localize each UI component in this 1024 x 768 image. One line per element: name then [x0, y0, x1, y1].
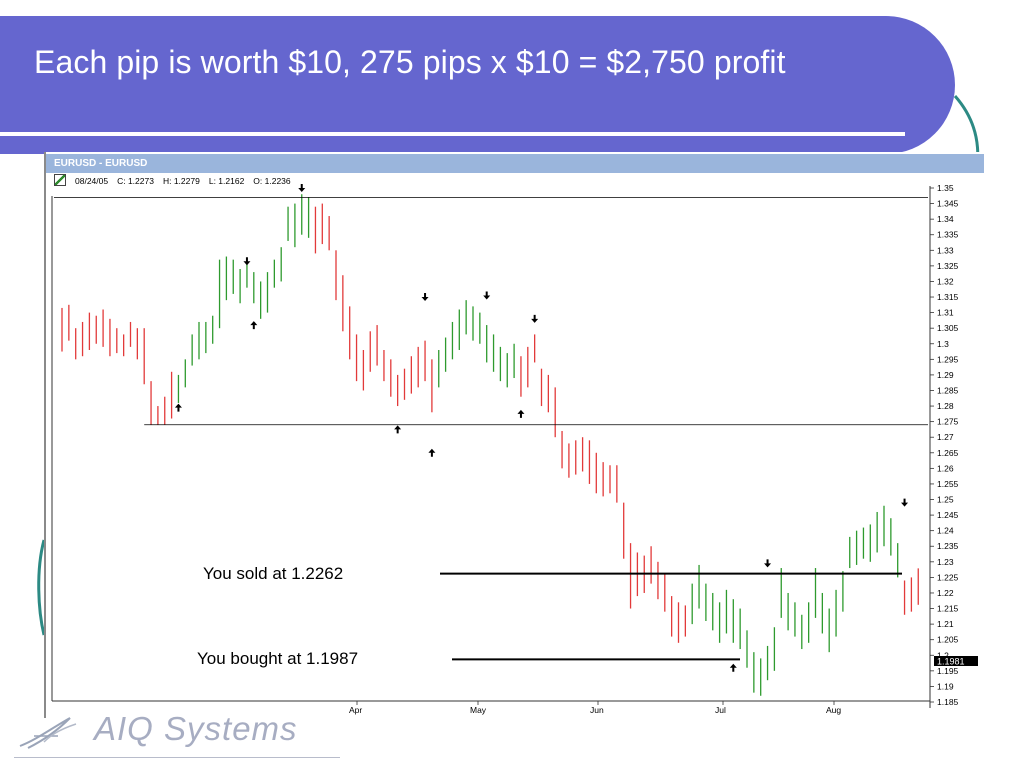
- y-tick-label: 1.245: [937, 510, 959, 520]
- y-tick-label: 1.345: [937, 199, 959, 209]
- y-tick-label: 1.34: [937, 214, 954, 224]
- y-tick-label: 1.35: [937, 183, 954, 193]
- sell-signal-arrow-icon: [483, 291, 491, 300]
- ohlc-low: L: 1.2162: [208, 176, 245, 186]
- x-tick-label: May: [470, 705, 487, 715]
- y-tick-label: 1.235: [937, 541, 959, 551]
- y-tick-label: 1.21: [937, 619, 954, 629]
- y-tick-label: 1.215: [937, 604, 959, 614]
- y-tick-label: 1.24: [937, 526, 954, 536]
- y-tick-label: 1.22: [937, 588, 954, 598]
- current-price-label: 1.1981: [937, 657, 965, 667]
- y-tick-label: 1.185: [937, 697, 959, 707]
- y-tick-label: 1.19: [937, 681, 954, 691]
- chart-window-titlebar[interactable]: EURUSD - EURUSD: [46, 154, 984, 173]
- sell-signal-arrow-icon: [764, 559, 772, 568]
- y-tick-label: 1.25: [937, 495, 954, 505]
- sell-signal-arrow-icon: [531, 314, 539, 323]
- ohlc-readout: 08/24/05 C: 1.2273 H: 1.2279 L: 1.2162 O: 1.…: [54, 174, 300, 187]
- y-tick-label: 1.27: [937, 432, 954, 442]
- y-tick-label: 1.225: [937, 572, 959, 582]
- aiq-logo-text: AIQ Systems: [94, 710, 298, 747]
- aiq-swoosh-icon: [19, 717, 77, 749]
- y-tick-label: 1.26: [937, 463, 954, 473]
- ohlc-close: C: 1.2273: [117, 176, 154, 186]
- y-tick-label: 1.29: [937, 370, 954, 380]
- banner-underline: [0, 132, 905, 136]
- y-tick-label: 1.325: [937, 261, 959, 271]
- y-tick-label: 1.305: [937, 323, 959, 333]
- buy-signal-arrow-icon: [517, 409, 525, 418]
- sell-signal-arrow-icon: [421, 293, 429, 302]
- slide-title: Each pip is worth $10, 275 pips x $10 = …: [34, 44, 786, 80]
- ohlc-date: 08/24/05: [75, 176, 109, 186]
- y-tick-label: 1.195: [937, 666, 959, 676]
- y-tick-label: 1.255: [937, 479, 959, 489]
- x-tick-label: Apr: [349, 705, 362, 715]
- buy-signal-arrow-icon: [729, 663, 737, 672]
- aiq-logo: AIQ Systems: [14, 706, 344, 762]
- buy-signal-arrow-icon: [428, 448, 436, 457]
- sold-annotation: You sold at 1.2262: [203, 564, 344, 583]
- x-tick-label: Aug: [826, 705, 841, 715]
- y-tick-label: 1.33: [937, 245, 954, 255]
- y-tick-label: 1.32: [937, 276, 954, 286]
- y-tick-label: 1.23: [937, 557, 954, 567]
- y-tick-label: 1.3: [937, 339, 949, 349]
- y-tick-label: 1.31: [937, 308, 954, 318]
- sell-signal-arrow-icon: [298, 184, 306, 192]
- x-tick-label: Jul: [715, 705, 726, 715]
- y-tick-label: 1.335: [937, 230, 959, 240]
- y-tick-label: 1.285: [937, 385, 959, 395]
- y-tick-label: 1.205: [937, 635, 959, 645]
- sell-signal-arrow-icon: [901, 498, 909, 507]
- chart-window-title: EURUSD - EURUSD: [54, 158, 148, 169]
- x-tick-label: Jun: [590, 705, 604, 715]
- bought-annotation: You bought at 1.1987: [197, 649, 359, 668]
- ohlc-high: H: 1.2279: [162, 176, 200, 186]
- chart-type-icon[interactable]: [54, 174, 66, 186]
- sell-signal-arrow-icon: [243, 257, 251, 266]
- logo-underline: [14, 757, 340, 758]
- y-tick-label: 1.2: [937, 650, 949, 660]
- buy-signal-arrow-icon: [250, 321, 258, 330]
- ohlc-open: O: 1.2236: [253, 176, 291, 186]
- title-banner: [0, 16, 955, 154]
- y-tick-label: 1.265: [937, 448, 959, 458]
- buy-signal-arrow-icon: [394, 425, 402, 434]
- y-tick-label: 1.28: [937, 401, 954, 411]
- chart-window: EURUSD - EURUSD 08/24/05 C: 1.2273 H: 1.22…: [44, 152, 984, 718]
- y-tick-label: 1.275: [937, 417, 959, 427]
- y-tick-label: 1.315: [937, 292, 959, 302]
- current-price-box: [934, 656, 978, 666]
- buy-signal-arrow-icon: [174, 403, 182, 412]
- y-tick-label: 1.295: [937, 354, 959, 364]
